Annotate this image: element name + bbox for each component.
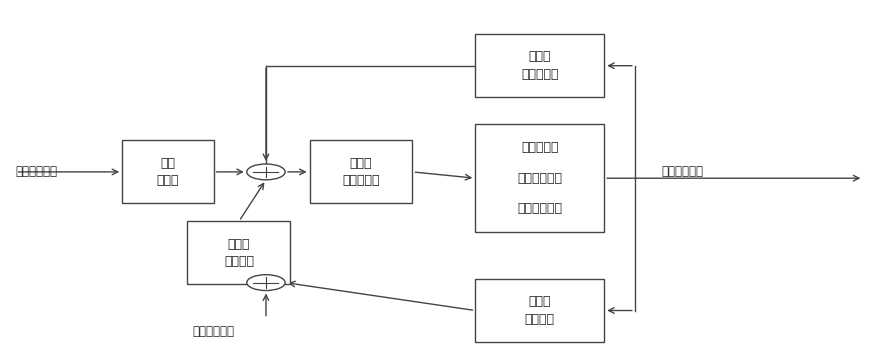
Bar — [475, 124, 604, 232]
Circle shape — [247, 164, 285, 180]
Text: 控制器: 控制器 — [157, 174, 179, 187]
Text: 机器人: 机器人 — [228, 238, 250, 251]
Bar — [310, 140, 412, 203]
Bar — [187, 221, 290, 284]
Text: 理想规划轨迹: 理想规划轨迹 — [16, 165, 58, 179]
Text: 机器人: 机器人 — [528, 50, 551, 63]
Text: 位置控制器: 位置控制器 — [342, 174, 380, 187]
Bar — [122, 140, 214, 203]
Text: 机器人搞拌: 机器人搞拌 — [521, 141, 559, 154]
Text: 前馈: 前馈 — [160, 157, 175, 170]
Text: 机器人: 机器人 — [350, 157, 372, 170]
Text: 的机器人关节: 的机器人关节 — [517, 202, 562, 215]
Text: 力传感器: 力传感器 — [525, 313, 555, 326]
Text: 摩擦焊接系统: 摩擦焊接系统 — [517, 172, 562, 185]
Text: 力控制器: 力控制器 — [224, 255, 254, 268]
Circle shape — [247, 275, 285, 291]
Text: 关节传感器: 关节传感器 — [521, 68, 559, 81]
Text: 设定的阀値力: 设定的阀値力 — [193, 325, 235, 338]
Bar — [475, 279, 604, 342]
Text: 实际运动轨迹: 实际运动轨迹 — [661, 165, 703, 179]
Bar — [475, 34, 604, 97]
Text: 机器人: 机器人 — [528, 295, 551, 308]
